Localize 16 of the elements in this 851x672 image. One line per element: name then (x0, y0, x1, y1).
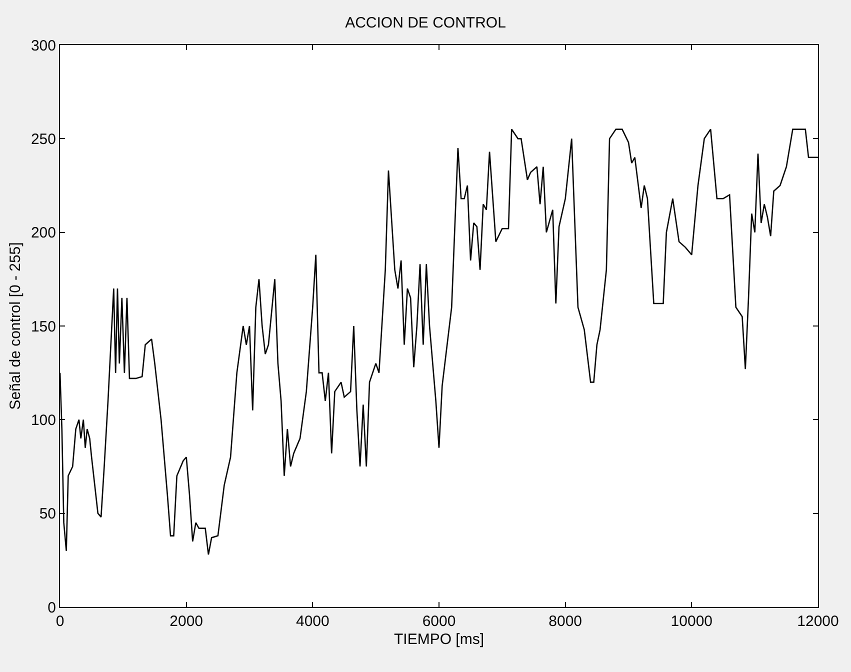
x-tick-label: 12000 (797, 613, 839, 630)
y-tick-label: 250 (30, 130, 56, 148)
x-tick-label: 6000 (422, 613, 456, 630)
chart-title: ACCION DE CONTROL (345, 14, 506, 32)
x-tick-label: 8000 (548, 613, 582, 630)
x-tick-label: 10000 (670, 613, 713, 630)
y-tick-label: 150 (30, 318, 56, 336)
y-axis-title: Señal de control [0 - 255] (7, 242, 24, 410)
y-tick-label: 0 (48, 599, 56, 616)
y-tick-label: 100 (30, 412, 56, 429)
x-axis-title: TIEMPO [ms] (394, 631, 484, 648)
y-tick-label: 300 (30, 37, 56, 54)
y-tick-label: 200 (30, 224, 56, 242)
x-tick-label: 2000 (170, 613, 204, 630)
y-tick-label: 50 (39, 506, 56, 523)
x-tick-label: 4000 (296, 613, 330, 630)
